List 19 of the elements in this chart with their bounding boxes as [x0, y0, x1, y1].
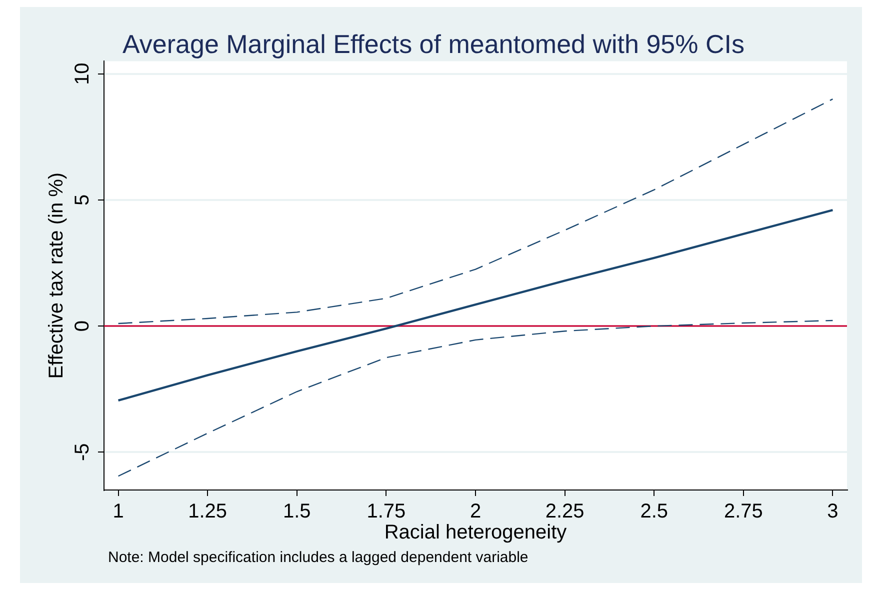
- y-tick-label: -5: [72, 443, 94, 462]
- y-axis-title: Effective tax rate (in %): [46, 172, 68, 379]
- x-tick-label: 2.5: [640, 500, 668, 523]
- x-tick-label: 2: [470, 500, 482, 523]
- x-tick-label: 1.25: [188, 500, 228, 523]
- y-tick-label: 0: [72, 320, 94, 332]
- text: Note: Model specification includes a lagged dependent variable: [108, 549, 528, 566]
- y-tick-label: 10: [72, 62, 94, 85]
- x-tick-label: 2.75: [724, 500, 763, 523]
- x-tick-label: 1.75: [366, 500, 406, 523]
- x-tick-label: 2.25: [545, 500, 584, 523]
- chart-title: Average Marginal Effects of meantomed with 95% CIs: [122, 28, 744, 59]
- x-tick-label: 1.5: [282, 500, 311, 523]
- y-tick-label: 5: [72, 194, 94, 206]
- line-series: [118, 98, 834, 324]
- x-axis-title: Racial heterogeneity: [384, 522, 567, 544]
- line-series: [118, 320, 834, 477]
- x-tick-label: 1: [112, 500, 124, 523]
- x-tick-label: 3: [827, 500, 838, 523]
